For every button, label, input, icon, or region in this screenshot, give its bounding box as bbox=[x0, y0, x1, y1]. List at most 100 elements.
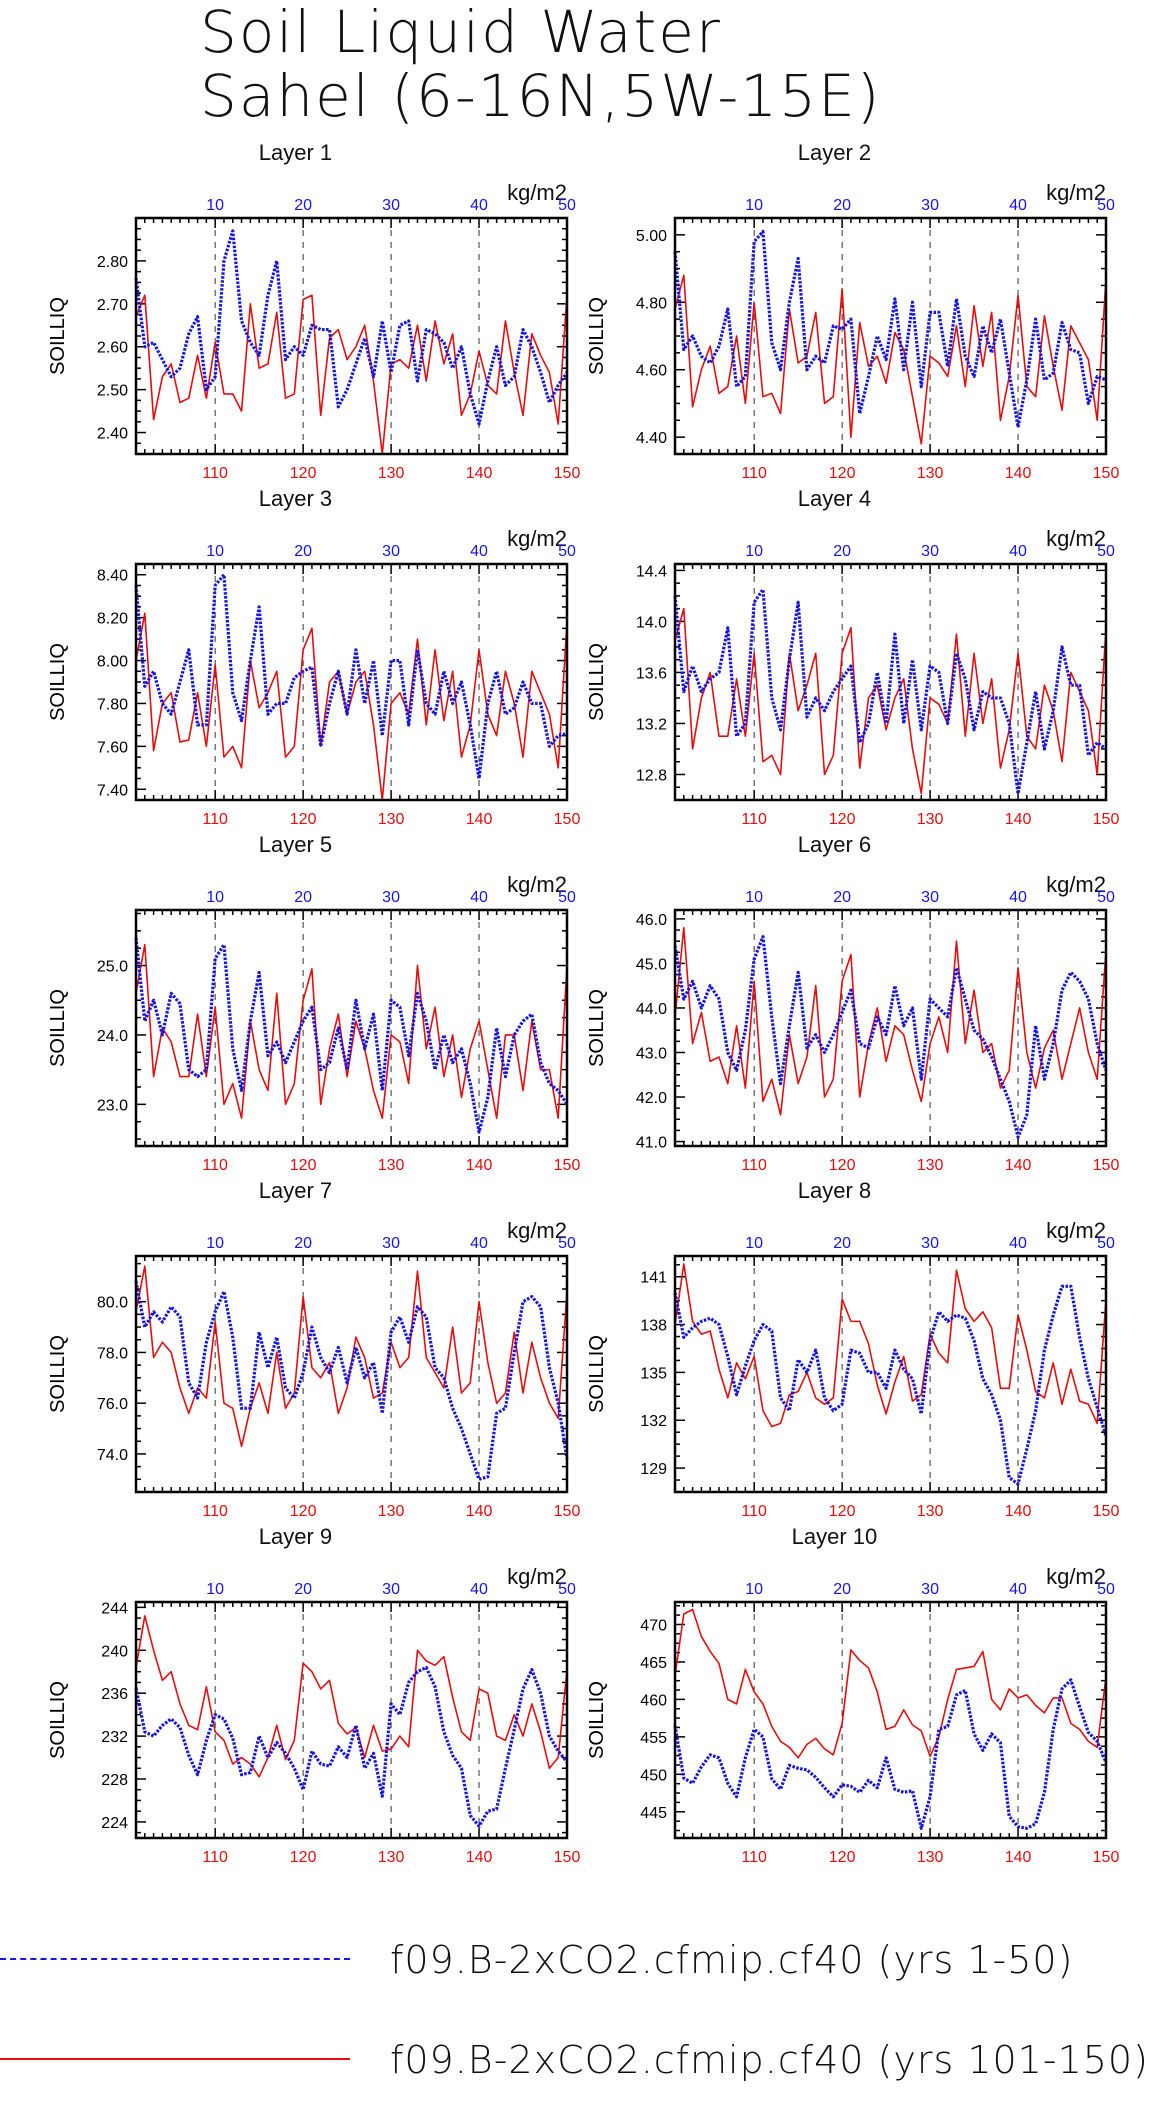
x-top-tick-label: 20 bbox=[833, 1581, 851, 1598]
y-tick-label: 14.0 bbox=[636, 614, 667, 631]
y-axis-label: SOILLIQ bbox=[586, 989, 608, 1067]
x-tick-label: 120 bbox=[829, 811, 856, 828]
x-tick-label: 130 bbox=[917, 465, 944, 482]
plot-frame bbox=[134, 1600, 569, 1840]
panel-units: kg/m2 bbox=[507, 872, 567, 897]
y-axis-label: SOILLIQ bbox=[47, 1335, 69, 1413]
x-top-tick-label: 50 bbox=[558, 889, 576, 906]
plot-frame bbox=[673, 1600, 1108, 1840]
x-tick-label: 120 bbox=[290, 811, 317, 828]
x-top-tick-label: 50 bbox=[558, 543, 576, 560]
y-tick-label: 2.50 bbox=[97, 383, 128, 400]
y-tick-label: 74.0 bbox=[97, 1447, 128, 1464]
x-top-tick-label: 40 bbox=[470, 197, 488, 214]
y-tick-label: 2.80 bbox=[97, 254, 128, 271]
plot-frame bbox=[673, 562, 1108, 802]
series-line-yrs-1-50 bbox=[134, 937, 569, 1134]
x-top-tick-label: 50 bbox=[558, 1581, 576, 1598]
x-tick-label: 110 bbox=[202, 1157, 228, 1174]
x-tick-label: 150 bbox=[1093, 1157, 1120, 1174]
x-top-tick-label: 30 bbox=[382, 889, 400, 906]
x-top-tick-label: 10 bbox=[745, 543, 763, 560]
x-tick-label: 150 bbox=[554, 1157, 581, 1174]
series-line-yrs-1-50 bbox=[134, 1281, 569, 1481]
x-top-tick-label: 20 bbox=[833, 197, 851, 214]
x-tick-label: 110 bbox=[202, 811, 228, 828]
x-top-tick-label: 50 bbox=[558, 1235, 576, 1252]
x-tick-label: 110 bbox=[202, 465, 228, 482]
x-tick-label: 150 bbox=[1093, 1503, 1120, 1520]
x-tick-label: 130 bbox=[917, 1157, 944, 1174]
y-axis-label: SOILLIQ bbox=[586, 1681, 608, 1759]
x-top-tick-label: 10 bbox=[745, 889, 763, 906]
panel-title: Layer 9 bbox=[259, 1524, 332, 1549]
x-tick-label: 140 bbox=[1005, 465, 1032, 482]
series-line-yrs-1-50 bbox=[673, 229, 1107, 429]
x-top-tick-label: 30 bbox=[921, 1235, 939, 1252]
x-top-tick-label: 10 bbox=[206, 543, 224, 560]
y-tick-label: 14.4 bbox=[636, 563, 667, 580]
x-tick-label: 110 bbox=[741, 1157, 767, 1174]
y-tick-label: 24.0 bbox=[97, 1028, 128, 1045]
x-top-tick-label: 30 bbox=[382, 197, 400, 214]
panel-title: Layer 2 bbox=[798, 140, 871, 165]
x-tick-label: 150 bbox=[554, 465, 581, 482]
x-tick-label: 130 bbox=[917, 811, 944, 828]
panel-title: Layer 4 bbox=[798, 486, 871, 511]
y-tick-label: 232 bbox=[101, 1729, 128, 1746]
figure-title-line-1: Soil Liquid Water bbox=[200, 0, 722, 66]
legend-label: f09.B-2xCO2.cfmip.cf40 (yrs 101-150) bbox=[390, 2038, 1149, 2082]
x-tick-label: 150 bbox=[1093, 1849, 1120, 1866]
series-line-yrs-1-50 bbox=[673, 1678, 1108, 1830]
y-tick-label: 240 bbox=[101, 1643, 128, 1660]
plot-frame bbox=[134, 562, 569, 802]
legend-label: f09.B-2xCO2.cfmip.cf40 (yrs 1-50) bbox=[390, 1938, 1074, 1982]
y-tick-label: 41.0 bbox=[636, 1135, 667, 1152]
y-tick-label: 78.0 bbox=[97, 1345, 128, 1362]
x-top-tick-label: 50 bbox=[1097, 197, 1115, 214]
x-tick-label: 140 bbox=[466, 1849, 493, 1866]
x-top-tick-label: 50 bbox=[1097, 1581, 1115, 1598]
y-tick-label: 25.0 bbox=[97, 959, 128, 976]
series-line-yrs-101-150 bbox=[135, 1615, 568, 1778]
x-tick-label: 140 bbox=[1005, 1157, 1032, 1174]
x-tick-label: 120 bbox=[829, 1157, 856, 1174]
y-tick-label: 228 bbox=[101, 1772, 128, 1789]
x-top-tick-label: 50 bbox=[1097, 889, 1115, 906]
x-top-tick-label: 50 bbox=[1097, 1235, 1115, 1252]
y-tick-label: 4.40 bbox=[636, 430, 667, 447]
x-tick-label: 130 bbox=[917, 1503, 944, 1520]
x-tick-label: 130 bbox=[378, 1503, 405, 1520]
panel-units: kg/m2 bbox=[507, 526, 567, 551]
x-top-tick-label: 20 bbox=[294, 1581, 312, 1598]
y-axis-label: SOILLIQ bbox=[47, 1681, 69, 1759]
y-tick-label: 460 bbox=[640, 1692, 667, 1709]
chart-panels: Layer 1 kg/m2 2.40 2.50 2.60 2.70 2.80 110 120 13… bbox=[47, 140, 1120, 1866]
x-top-tick-label: 40 bbox=[1009, 543, 1027, 560]
y-tick-label: 4.60 bbox=[636, 363, 667, 380]
y-tick-label: 132 bbox=[640, 1413, 667, 1430]
plot-frame bbox=[134, 216, 569, 456]
y-tick-label: 8.00 bbox=[97, 654, 128, 671]
x-tick-label: 140 bbox=[466, 1503, 493, 1520]
legend-entry-series-b: f09.B-2xCO2.cfmip.cf40 (yrs 101-150) bbox=[0, 2030, 1154, 2090]
panel-units: kg/m2 bbox=[507, 1218, 567, 1243]
x-tick-label: 120 bbox=[290, 465, 317, 482]
y-tick-label: 7.80 bbox=[97, 696, 128, 713]
x-top-tick-label: 40 bbox=[1009, 1235, 1027, 1252]
chart-panel: Layer 9 kg/m2 224 228 232 236 240 244 110 120 130 1… bbox=[47, 1524, 580, 1866]
x-top-tick-label: 40 bbox=[1009, 1581, 1027, 1598]
y-tick-label: 2.70 bbox=[97, 297, 128, 314]
y-axis-label: SOILLIQ bbox=[47, 297, 69, 375]
plot-frame bbox=[673, 908, 1108, 1148]
legend: f09.B-2xCO2.cfmip.cf40 (yrs 1-50) f09.B-… bbox=[0, 1930, 1154, 2120]
y-tick-label: 455 bbox=[640, 1730, 667, 1747]
x-tick-label: 110 bbox=[741, 1503, 767, 1520]
y-tick-label: 244 bbox=[101, 1600, 128, 1617]
panel-title: Layer 7 bbox=[259, 1178, 332, 1203]
x-tick-label: 140 bbox=[1005, 811, 1032, 828]
series-line-yrs-1-50 bbox=[673, 587, 1107, 796]
series-line-yrs-101-150 bbox=[674, 1263, 1107, 1428]
y-tick-label: 45.0 bbox=[636, 956, 667, 973]
y-axis-label: SOILLIQ bbox=[586, 297, 608, 375]
